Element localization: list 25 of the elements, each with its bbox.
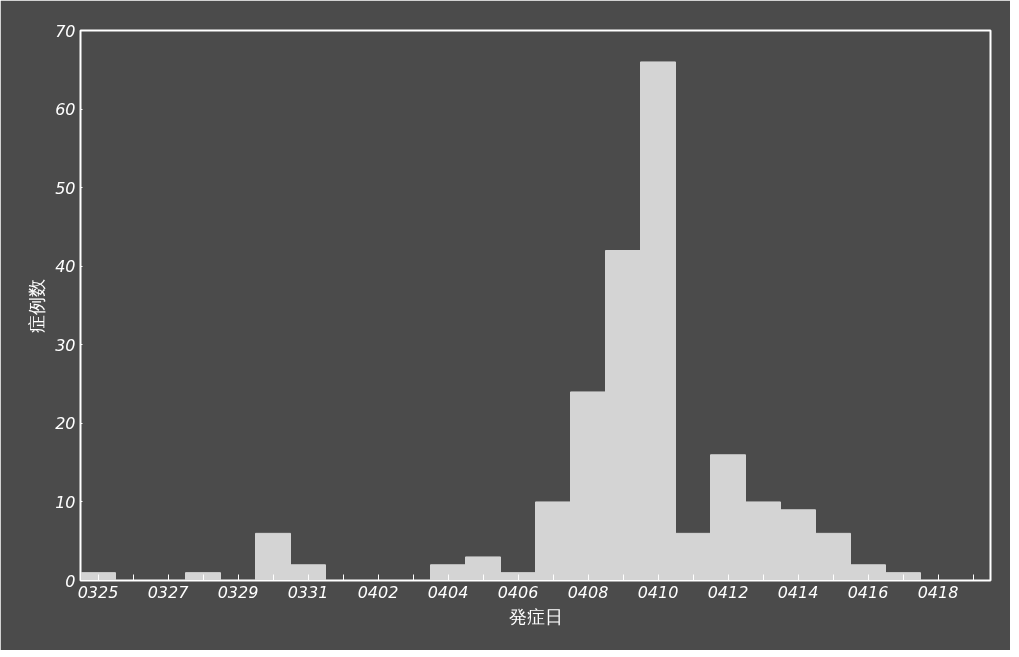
x-tick-label: 0402 [357, 582, 399, 602]
x-tick-label: 0331 [287, 582, 329, 602]
x-axis-title: 発症日 [508, 605, 563, 627]
y-tick-label: 0 [65, 571, 76, 591]
x-tick-label: 0412 [707, 582, 749, 602]
y-tick-label: 30 [55, 335, 76, 355]
x-tick-label: 0414 [777, 582, 819, 602]
y-tick-label: 70 [55, 21, 76, 41]
y-tick-label: 20 [55, 414, 76, 434]
x-tick-label: 0406 [497, 582, 539, 602]
x-tick-label: 0418 [917, 582, 959, 602]
bar [80, 572, 116, 581]
x-tick-label: 0408 [567, 582, 609, 602]
x-tick-label: 0327 [147, 582, 190, 602]
x-tick-label: 0410 [637, 582, 679, 602]
x-tick-label: 0404 [427, 582, 469, 602]
x-tick-label: 0416 [847, 582, 889, 602]
bar [185, 572, 221, 581]
y-axis-title: 症例数 [26, 278, 48, 333]
y-tick-label: 10 [55, 492, 76, 512]
x-tick-label: 0329 [217, 582, 259, 602]
y-tick-label: 50 [55, 178, 76, 198]
y-tick-label: 60 [55, 100, 76, 120]
x-tick-label: 0325 [77, 582, 119, 602]
y-tick-label: 40 [55, 257, 76, 277]
